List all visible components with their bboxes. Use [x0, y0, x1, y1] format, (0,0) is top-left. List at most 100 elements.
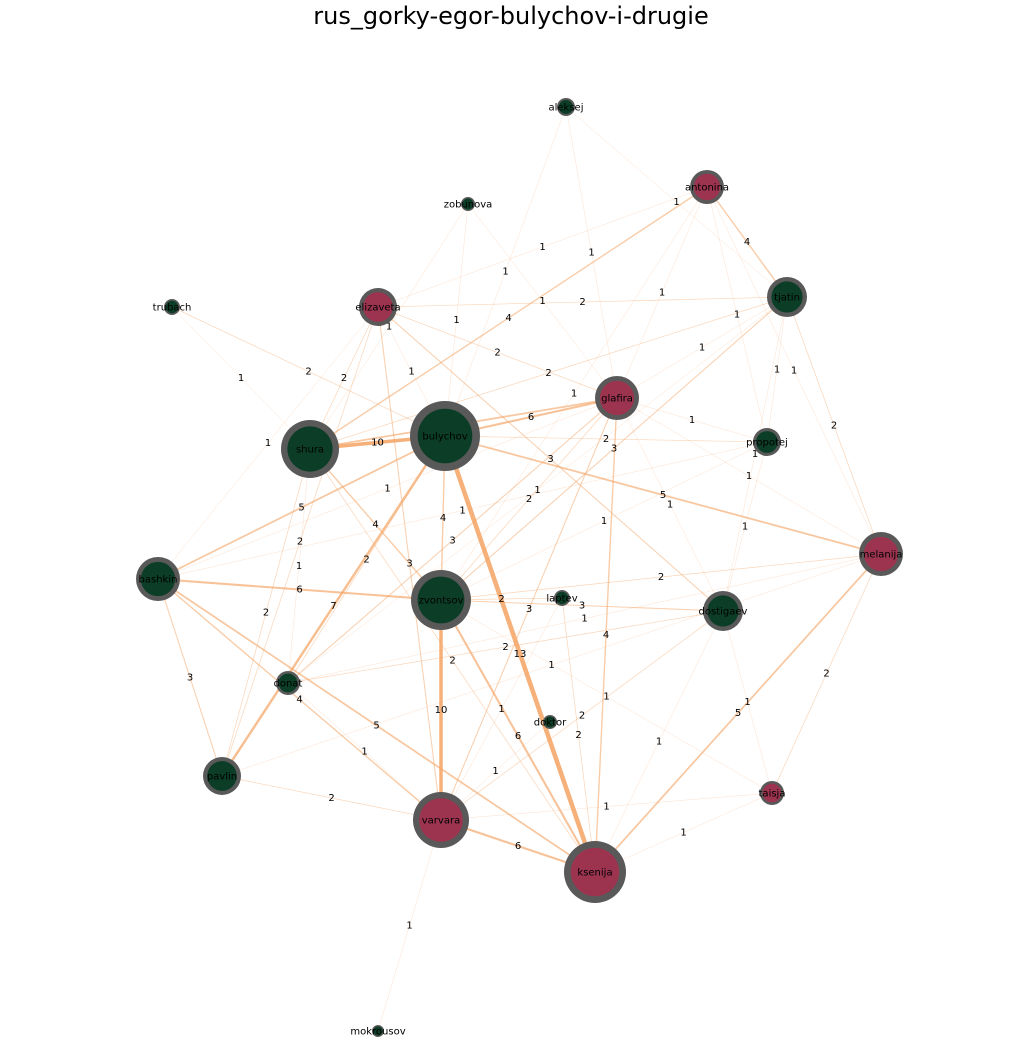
edge-glafira-varvara — [440, 397, 618, 821]
edge-glafira-propotej — [616, 397, 768, 443]
node-zvontsov[interactable]: zvontsov — [411, 570, 471, 630]
edges-layer — [157, 106, 882, 1032]
node-bulychov[interactable]: bulychov — [410, 401, 480, 471]
edge-weight-label: 3 — [611, 444, 617, 455]
node-label: taisja — [759, 789, 786, 800]
edge-weight-label: 5 — [735, 708, 741, 719]
edge-weight-label: 1 — [752, 449, 758, 460]
edge-weight-label: 6 — [528, 412, 534, 423]
node-core — [544, 716, 556, 728]
node-core — [165, 300, 179, 314]
node-core — [863, 536, 899, 572]
edge-weight-label: 1 — [601, 516, 607, 527]
node-aleksej[interactable]: aleksej — [549, 98, 584, 116]
node-label: varvara — [422, 816, 460, 827]
edge-trubach-bulychov — [171, 306, 446, 437]
edge-tjatin-melanija — [786, 296, 882, 555]
node-mokrousov[interactable]: mokrousov — [350, 1025, 406, 1038]
edge-weight-label: 2 — [526, 494, 532, 505]
node-bashkin[interactable]: bashkin — [136, 557, 180, 601]
edge-tjatin-propotej — [766, 296, 788, 443]
edge-weight-label: 6 — [515, 731, 521, 742]
edge-weight-label: 1 — [588, 248, 594, 259]
edge-weight-label: 1 — [492, 766, 498, 777]
edge-shura-zvontsov — [309, 448, 442, 601]
node-core — [207, 761, 237, 791]
node-core — [140, 561, 176, 597]
node-core — [762, 783, 782, 803]
edge-varvara-mokrousov — [377, 819, 442, 1032]
edge-glafira-dostigaev — [616, 397, 724, 612]
edge-weight-label: 1 — [667, 500, 673, 511]
edge-weight-label: 13 — [514, 649, 527, 660]
edge-aleksej-bulychov — [444, 106, 567, 437]
node-dostigaev[interactable]: dostigaev — [699, 591, 748, 631]
edge-weight-label: 2 — [831, 421, 837, 432]
edge-weight-label: 1 — [265, 438, 271, 449]
node-doktor[interactable]: doktor — [534, 715, 567, 729]
node-laptev[interactable]: laptev — [546, 590, 578, 606]
edge-weight-label: 2 — [498, 594, 504, 605]
edge-weight-label: 3 — [187, 673, 193, 684]
node-shura[interactable]: shura — [281, 420, 339, 478]
edge-shura-pavlin — [221, 448, 311, 777]
node-label: bulychov — [422, 432, 467, 443]
edge-weight-label: 1 — [539, 296, 545, 307]
edge-weight-label: 1 — [502, 267, 508, 278]
edge-labels-layer: 1310107666655555444444333333322222222222… — [187, 197, 837, 932]
edge-weight-label: 1 — [459, 506, 465, 517]
edge-weight-label: 1 — [689, 415, 695, 426]
edge-weight-label: 1 — [581, 614, 587, 625]
node-ksenija[interactable]: ksenija — [564, 841, 626, 903]
node-glafira[interactable]: glafira — [595, 376, 639, 420]
edge-bashkin-zvontsov — [157, 577, 442, 602]
edge-weight-label: 1 — [734, 310, 740, 321]
node-core — [756, 431, 778, 453]
edge-zvontsov-dostigaev — [440, 599, 724, 612]
edge-glafira-donat — [287, 397, 618, 684]
edge-weight-label: 4 — [296, 695, 302, 706]
node-taisja[interactable]: taisja — [759, 781, 786, 805]
node-core — [287, 426, 333, 472]
edge-elizaveta-tjatin — [377, 296, 788, 308]
edge-propotej-dostigaev — [722, 441, 768, 612]
edge-weight-label: 2 — [579, 711, 585, 722]
edge-aleksej-tjatin — [565, 106, 788, 298]
edge-bulychov-pavlin — [220, 435, 447, 777]
edge-weight-label: 3 — [579, 601, 585, 612]
node-zobunova[interactable]: zobunova — [444, 197, 493, 211]
node-pavlin[interactable]: pavlin — [203, 757, 241, 795]
edge-weight-label: 1 — [384, 484, 390, 495]
node-propotej[interactable]: propotej — [746, 428, 788, 456]
edge-weight-label: 2 — [502, 642, 508, 653]
edge-melanija-pavlin — [221, 553, 882, 777]
node-donat[interactable]: donat — [274, 671, 303, 695]
nodes-layer: aleksej antonina zobunova tjatin trubach eliz… — [136, 98, 903, 1038]
edge-weight-label: 1 — [548, 660, 554, 671]
node-elizaveta[interactable]: elizaveta — [355, 288, 401, 326]
edge-shura-ksenija — [309, 448, 596, 873]
edge-melanija-taisja — [771, 553, 882, 794]
edge-weight-label: 5 — [298, 503, 304, 514]
edge-elizaveta-glafira — [377, 306, 618, 399]
edge-laptev-ksenija — [561, 597, 596, 873]
node-melanija[interactable]: melanija — [859, 532, 903, 576]
node-label: glafira — [601, 394, 633, 405]
edge-shura-donat — [287, 448, 311, 684]
edge-weight-label: 2 — [603, 434, 609, 445]
edge-weight-label: 1 — [603, 802, 609, 813]
node-antonina[interactable]: antonina — [685, 170, 729, 204]
edge-antonina-glafira — [616, 186, 708, 399]
edge-bashkin-glafira — [157, 397, 618, 580]
edge-bulychov-ksenija — [442, 435, 598, 873]
edge-weight-label: 2 — [297, 537, 303, 548]
node-varvara[interactable]: varvara — [413, 792, 469, 848]
edge-weight-label: 3 — [526, 604, 532, 615]
edge-trubach-shura — [171, 306, 311, 450]
edge-weight-label: 1 — [571, 389, 577, 400]
node-tjatin[interactable]: tjatin — [767, 277, 807, 317]
node-trubach[interactable]: trubach — [153, 299, 192, 315]
edge-bashkin-pavlin — [157, 578, 223, 777]
edge-elizaveta-pavlin — [221, 306, 379, 777]
edge-weight-label: 1 — [296, 561, 302, 572]
